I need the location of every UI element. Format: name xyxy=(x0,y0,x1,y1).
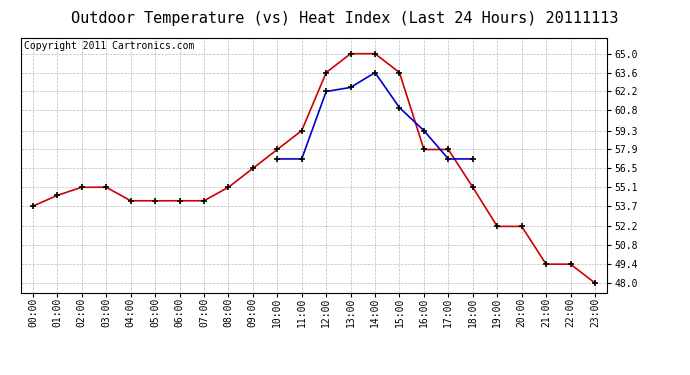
Text: Copyright 2011 Cartronics.com: Copyright 2011 Cartronics.com xyxy=(23,41,194,51)
Text: Outdoor Temperature (vs) Heat Index (Last 24 Hours) 20111113: Outdoor Temperature (vs) Heat Index (Las… xyxy=(71,11,619,26)
